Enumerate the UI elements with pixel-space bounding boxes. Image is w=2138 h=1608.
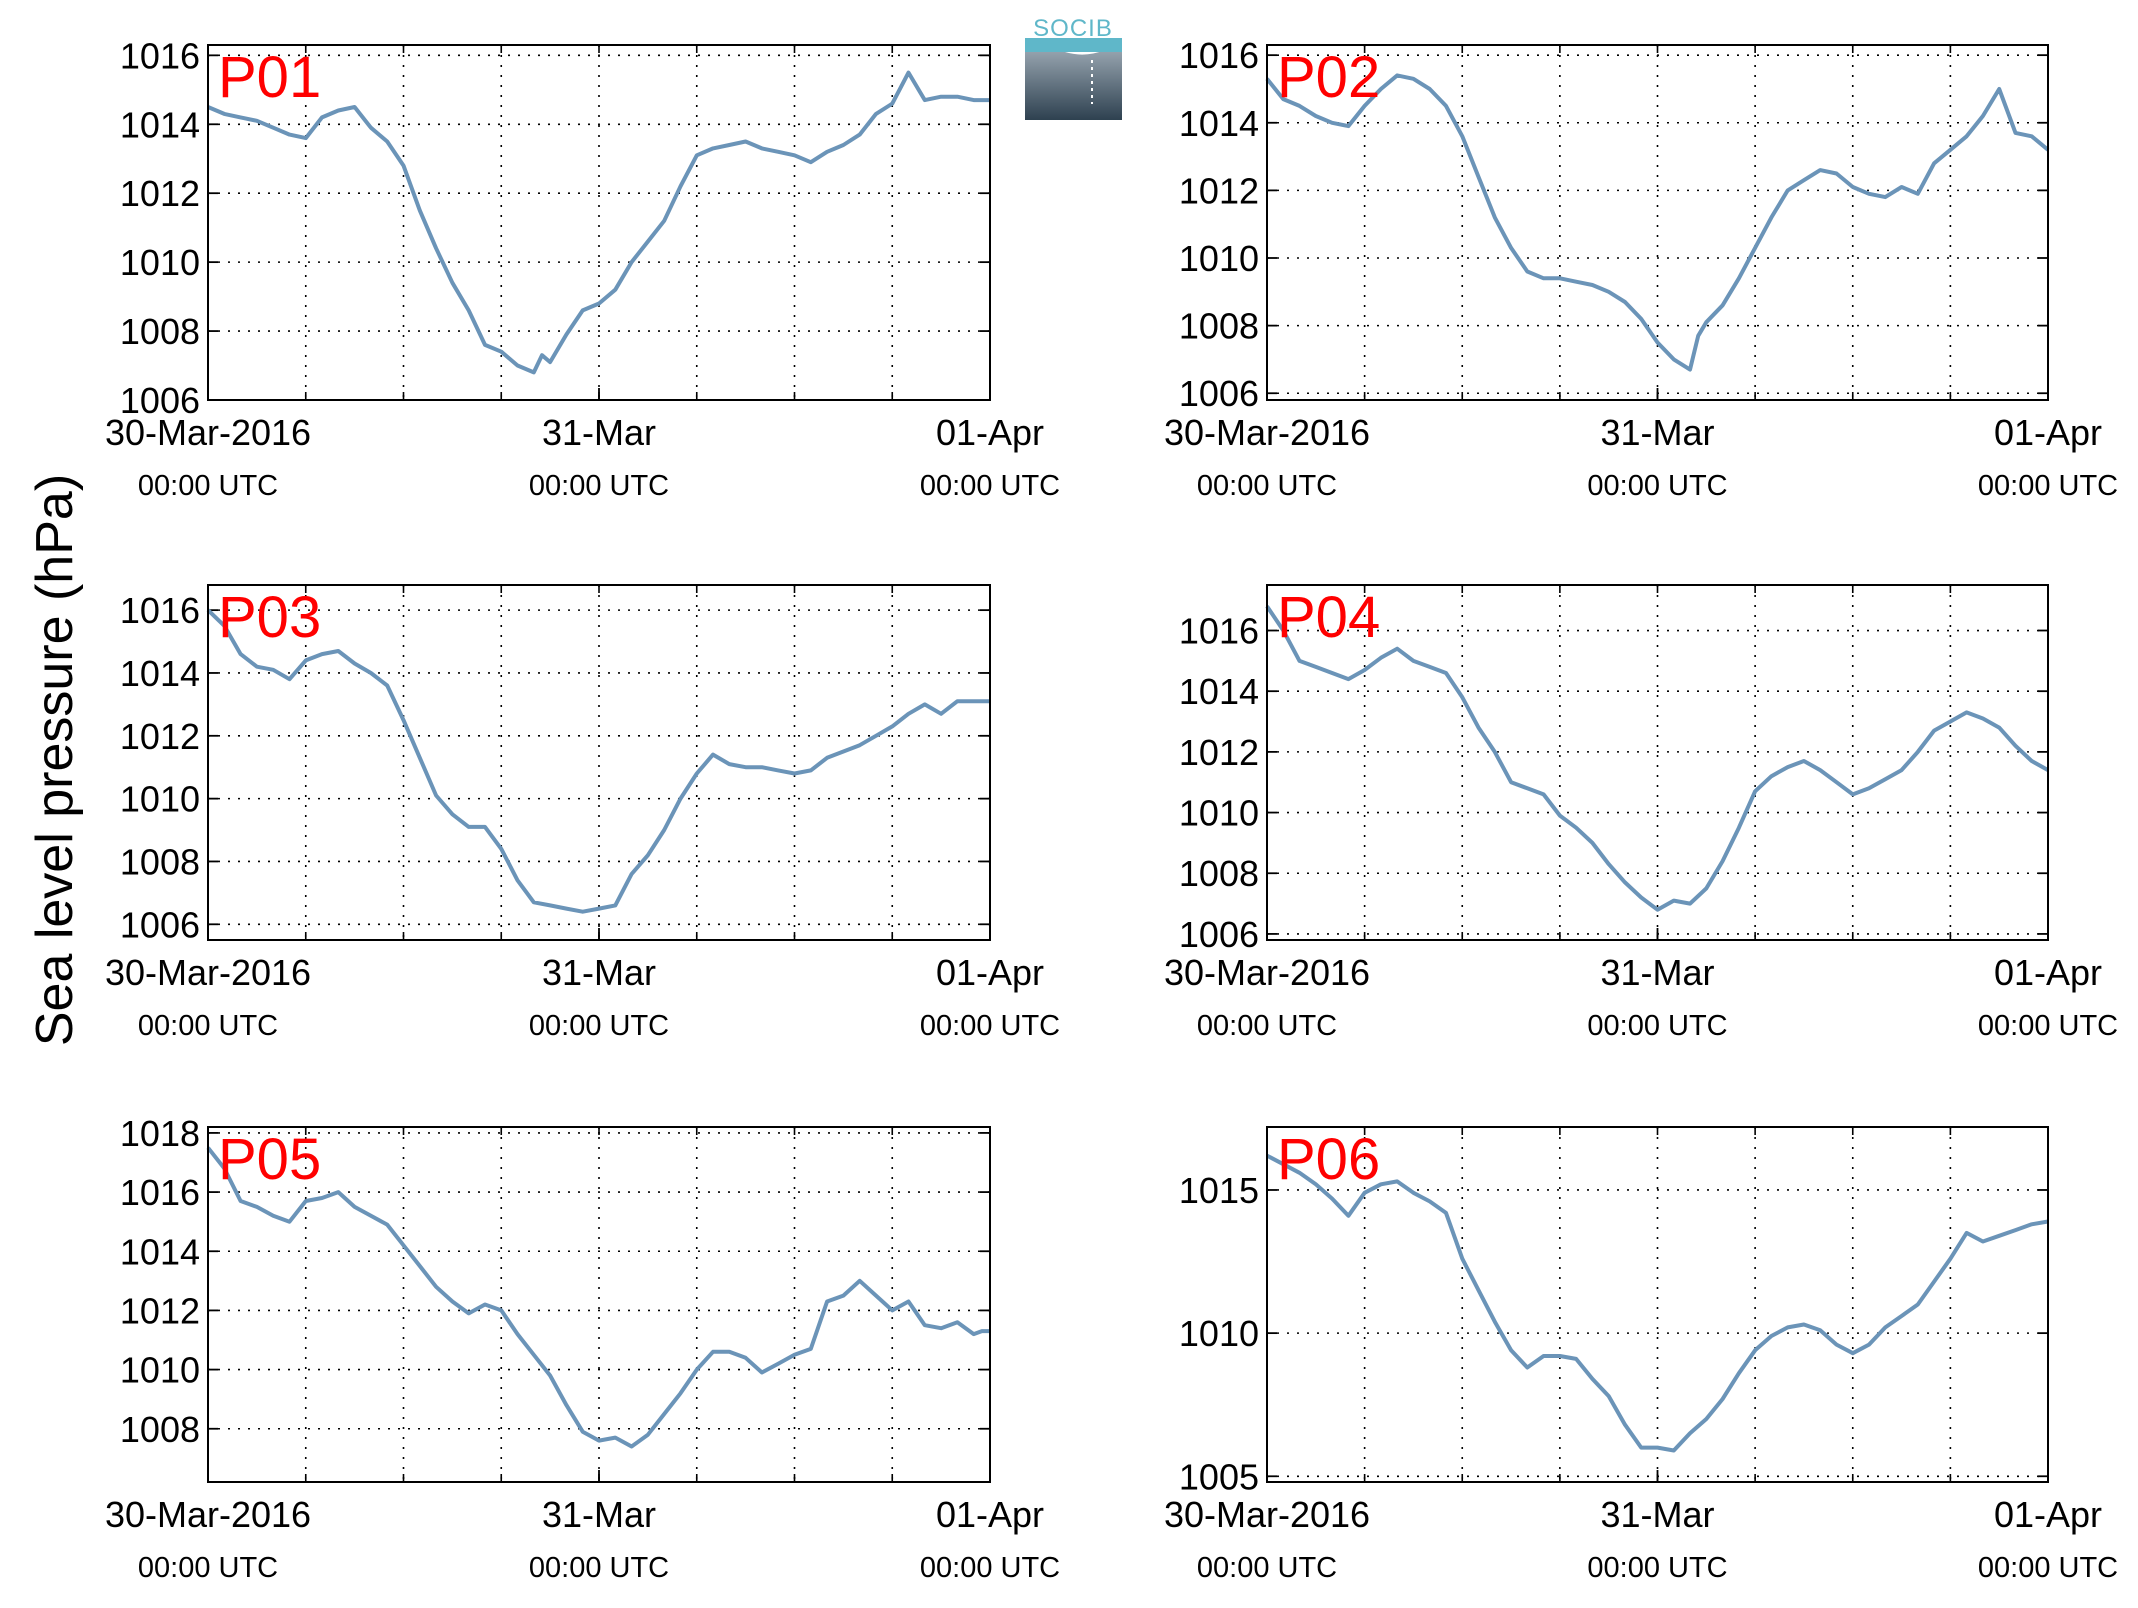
panel-p02: 1006 1008 1010 1012 1014 1016 30-Mar-2016 00:00… (1164, 35, 2118, 502)
y-tick-label: 1012 (1179, 732, 1259, 773)
x-tick-sublabel: 00:00 UTC (1197, 1010, 1337, 1042)
x-tick-label: 30-Mar-2016 (1164, 952, 1370, 993)
y-tick-label: 1010 (1179, 793, 1259, 834)
x-tick-sublabel: 00:00 UTC (920, 1552, 1060, 1584)
series-line (1265, 605, 2049, 912)
series-line (1265, 73, 2050, 372)
x-tick-label: 31-Mar (1600, 952, 1714, 993)
y-tick-label: 1010 (120, 1350, 200, 1391)
y-tick-label: 1010 (120, 779, 200, 820)
x-tick-label: 30-Mar-2016 (105, 952, 311, 993)
x-tick-sublabel: 00:00 UTC (1587, 470, 1727, 502)
y-tick-label: 1016 (120, 590, 200, 631)
y-tick-label: 1016 (1179, 611, 1259, 652)
x-tick-sublabel: 00:00 UTC (1587, 1010, 1727, 1042)
panel-p03: 1006 1008 1010 1012 1014 1016 30-Mar-2016 00:00… (105, 584, 1060, 1042)
x-tick-label: 30-Mar-2016 (105, 412, 311, 453)
y-axis-label: Sea level pressure (hPa) (26, 474, 84, 1046)
x-tick-label: 01-Apr (1994, 1494, 2102, 1535)
x-tick-label: 01-Apr (936, 412, 1044, 453)
x-tick-label: 31-Mar (542, 1494, 656, 1535)
panel-p05: 1008 1010 1012 1014 1016 1018 30-Mar-2016 00:00… (105, 1113, 1060, 1584)
y-tick-label: 1012 (120, 1290, 200, 1331)
y-tick-label: 1012 (120, 716, 200, 757)
panels: 1006 1008 1010 1012 1014 1016 30-Mar-2016 00:00… (105, 35, 2118, 1584)
y-tick-label: 1006 (1179, 914, 1259, 955)
y-tick-label: 1015 (1179, 1170, 1259, 1211)
x-tick-sublabel: 00:00 UTC (920, 470, 1060, 502)
y-tick-label: 1008 (1179, 853, 1259, 894)
x-tick-label: 31-Mar (1600, 1494, 1714, 1535)
panel-title: P03 (218, 585, 321, 650)
x-tick-sublabel: 00:00 UTC (1978, 1010, 2118, 1042)
y-tick-label: 1012 (120, 173, 200, 214)
y-tick-label: 1008 (120, 311, 200, 352)
y-tick-label: 1016 (120, 1172, 200, 1213)
y-tick-label: 1014 (120, 104, 200, 145)
series-line (206, 608, 990, 914)
x-tick-sublabel: 00:00 UTC (138, 1010, 278, 1042)
x-tick-sublabel: 00:00 UTC (1197, 470, 1337, 502)
x-tick-label: 01-Apr (1994, 412, 2102, 453)
y-tick-label: 1016 (120, 35, 200, 76)
y-tick-label: 1014 (120, 1231, 200, 1272)
y-tick-label: 1008 (120, 1409, 200, 1450)
y-tick-label: 1010 (120, 242, 200, 283)
x-tick-sublabel: 00:00 UTC (138, 1552, 278, 1584)
x-tick-label: 01-Apr (936, 952, 1044, 993)
y-tick-label: 1016 (1179, 35, 1259, 76)
x-tick-label: 01-Apr (936, 1494, 1044, 1535)
y-tick-label: 1014 (1179, 103, 1259, 144)
logo-text: SOCIB (1033, 15, 1113, 42)
x-tick-sublabel: 00:00 UTC (1587, 1552, 1727, 1584)
x-tick-sublabel: 00:00 UTC (529, 470, 669, 502)
y-tick-label: 1005 (1179, 1456, 1259, 1497)
x-tick-sublabel: 00:00 UTC (138, 470, 278, 502)
x-tick-sublabel: 00:00 UTC (1978, 470, 2118, 502)
series-line (207, 70, 990, 375)
x-tick-label: 31-Mar (542, 952, 656, 993)
x-tick-label: 31-Mar (1600, 412, 1714, 453)
x-tick-sublabel: 00:00 UTC (529, 1010, 669, 1042)
y-tick-label: 1006 (1179, 373, 1259, 414)
series-line (206, 1146, 990, 1449)
x-tick-label: 01-Apr (1994, 952, 2102, 993)
x-tick-sublabel: 00:00 UTC (1197, 1552, 1337, 1584)
socib-logo: SOCIB (1025, 15, 1122, 120)
panel-p04: 1006 1008 1010 1012 1014 1016 30-Mar-2016 00:00… (1164, 584, 2118, 1042)
x-tick-label: 30-Mar-2016 (105, 1494, 311, 1535)
x-tick-sublabel: 00:00 UTC (1978, 1552, 2118, 1584)
y-tick-label: 1010 (1179, 238, 1259, 279)
y-tick-label: 1006 (120, 904, 200, 945)
y-tick-label: 1006 (120, 380, 200, 421)
panel-title: P06 (1277, 1127, 1380, 1192)
y-tick-label: 1008 (1179, 306, 1259, 347)
panel-title: P04 (1277, 585, 1380, 650)
panel-title: P01 (218, 45, 321, 110)
y-tick-label: 1012 (1179, 170, 1259, 211)
y-tick-label: 1010 (1179, 1313, 1259, 1354)
y-tick-label: 1008 (120, 841, 200, 882)
x-tick-label: 30-Mar-2016 (1164, 412, 1370, 453)
x-tick-sublabel: 00:00 UTC (529, 1552, 669, 1584)
x-tick-label: 31-Mar (542, 412, 656, 453)
y-tick-label: 1014 (120, 653, 200, 694)
panel-p01: 1006 1008 1010 1012 1014 1016 30-Mar-2016 00:00… (105, 35, 1060, 502)
x-tick-label: 30-Mar-2016 (1164, 1494, 1370, 1535)
y-tick-label: 1014 (1179, 671, 1259, 712)
x-tick-sublabel: 00:00 UTC (920, 1010, 1060, 1042)
y-tick-label: 1018 (120, 1113, 200, 1154)
panel-title: P02 (1277, 45, 1380, 110)
series-line (1266, 1153, 2049, 1453)
panel-title: P05 (218, 1127, 321, 1192)
panel-p06: 1005 1010 1015 30-Mar-2016 00:00 UTC 31-Mar 00… (1164, 1126, 2118, 1584)
